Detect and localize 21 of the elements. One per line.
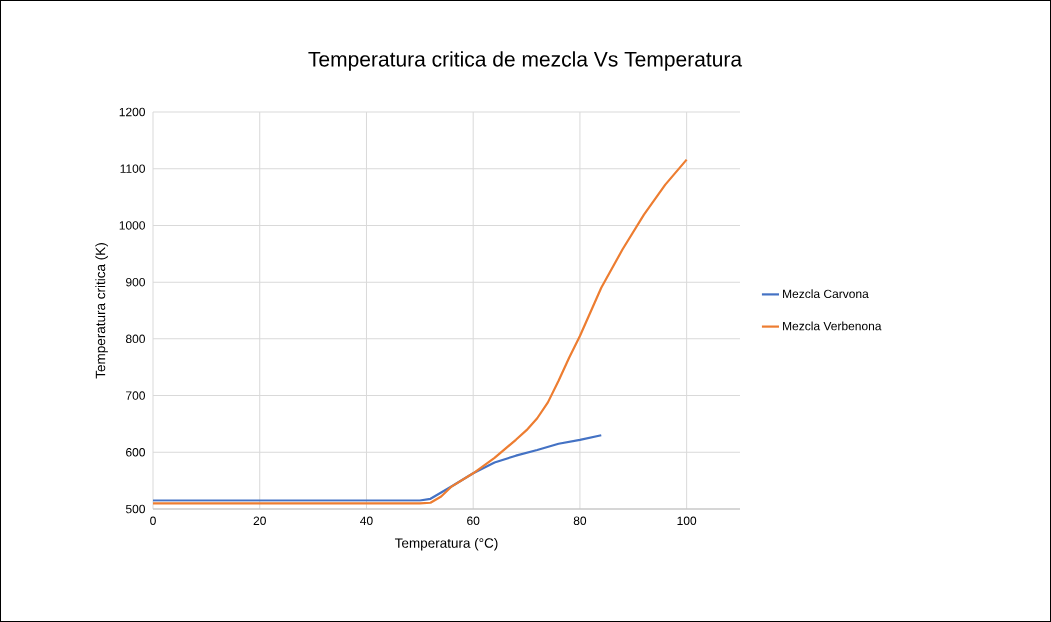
y-tick-label: 1100 — [120, 164, 146, 173]
y-axis-title: Temperatura critica (K) — [95, 243, 108, 379]
x-axis-title: Temperatura (°C) — [394, 537, 498, 551]
x-tick-label: 100 — [677, 516, 697, 526]
y-tick-label: 800 — [125, 334, 146, 344]
line-series — [153, 158, 688, 505]
legend-label: Mezcla Carvona — [783, 289, 869, 299]
x-tick-label: 80 — [573, 516, 587, 526]
chart-title: Temperatura critica de mezcla Vs Temperatura — [308, 51, 743, 71]
y-tick-label: 700 — [126, 391, 146, 400]
x-tick-label: 0 — [150, 516, 156, 526]
y-tick-label: 1000 — [119, 221, 145, 230]
line-series — [153, 434, 603, 502]
x-tick-label: 40 — [360, 516, 373, 526]
x-tick-label: 20 — [253, 516, 266, 526]
y-tick-label: 1200 — [119, 107, 145, 117]
legend-label: Mezcla Verbenona — [783, 321, 882, 331]
y-tick-label: 900 — [126, 277, 146, 287]
x-tick-label: 60 — [467, 516, 480, 526]
y-tick-label: 500 — [125, 504, 146, 514]
y-tick-label: 600 — [126, 448, 146, 457]
